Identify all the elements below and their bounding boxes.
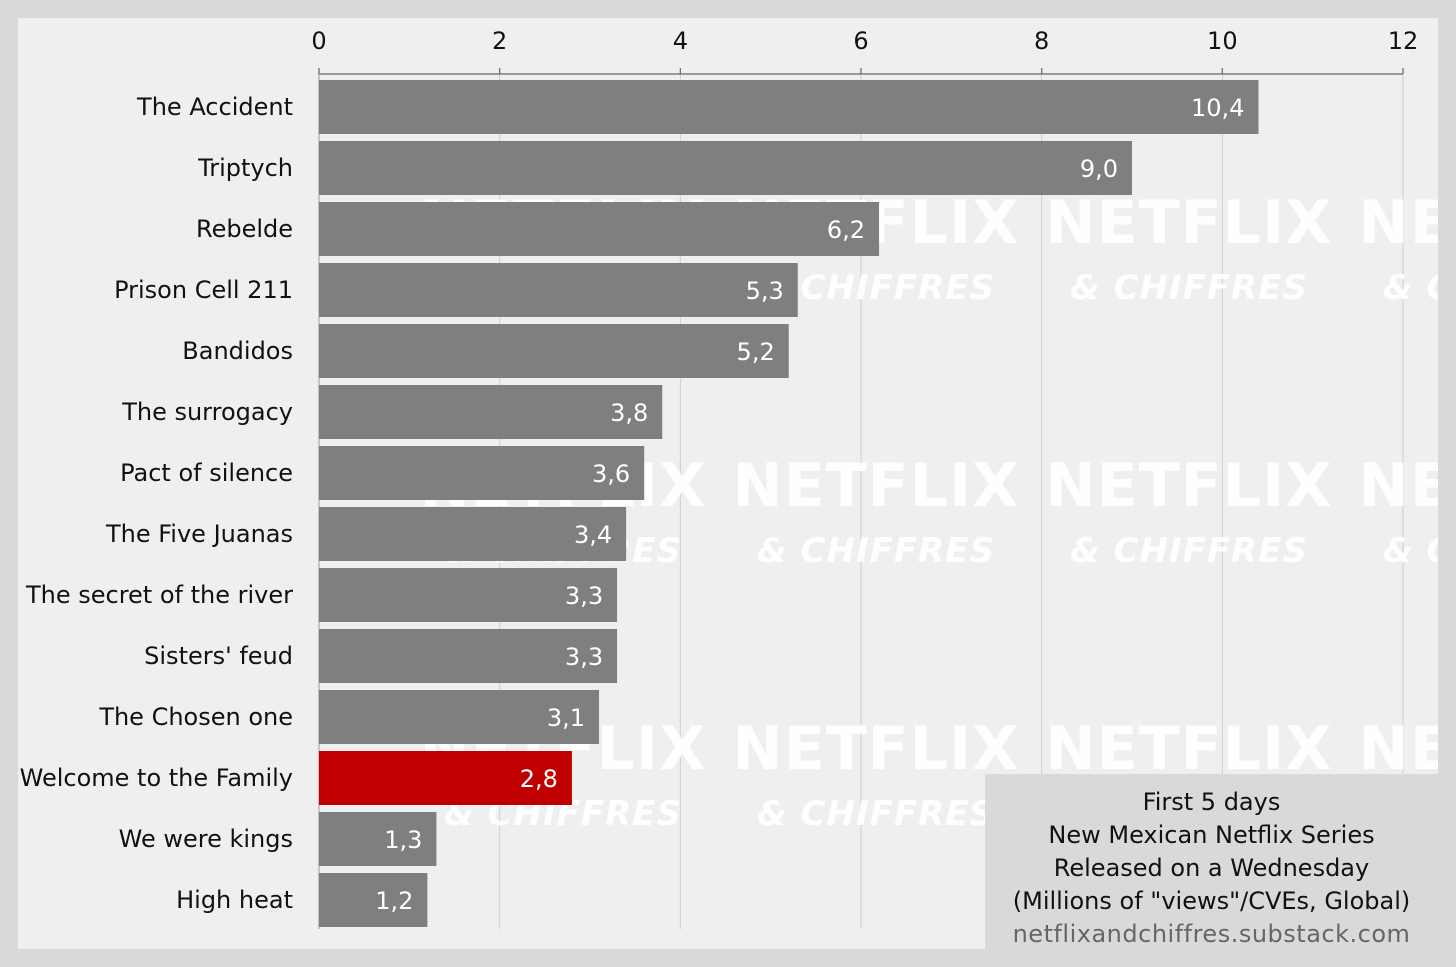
value-label: 1,2 xyxy=(375,887,413,915)
bar xyxy=(319,202,880,256)
bar xyxy=(319,690,600,744)
bar xyxy=(319,812,437,866)
bar xyxy=(319,629,618,683)
caption-line-4: (Millions of "views"/CVEs, Global) xyxy=(1012,887,1411,915)
bar-layer xyxy=(319,80,1259,927)
bar xyxy=(319,263,798,317)
value-label: 3,8 xyxy=(610,399,648,427)
watermark-text: NETFLIX xyxy=(1046,714,1333,784)
source-url: netflixandchiffres.substack.com xyxy=(1012,920,1411,948)
category-label: High heat xyxy=(176,886,293,914)
value-label: 1,3 xyxy=(384,826,422,854)
x-tick-label: 4 xyxy=(673,27,688,55)
bar xyxy=(319,873,428,927)
caption-line-2: New Mexican Netflix Series xyxy=(1048,821,1375,849)
value-label: 3,3 xyxy=(565,582,603,610)
bar-highlight xyxy=(319,751,572,805)
value-label: 5,2 xyxy=(737,338,775,366)
x-tick-label: 12 xyxy=(1388,27,1419,55)
watermark-subtext: & CHIFFRES xyxy=(1383,268,1438,308)
label-layer: 0 2 4 6 8 10 12 The Accident 10,4 Triptych 9,0 Rebe… xyxy=(20,27,1419,915)
value-label: 9,0 xyxy=(1080,155,1118,183)
bar-chart: NETFLIX & CHIFFRES NETFLIX & CHIFFRES NETFLI… xyxy=(20,27,1438,929)
value-label: 3,1 xyxy=(547,704,585,732)
watermark-text: NETFLIX xyxy=(733,714,1020,784)
category-label: Pact of silence xyxy=(120,459,293,487)
caption-line-1: First 5 days xyxy=(1142,788,1281,816)
value-label: 2,8 xyxy=(520,765,558,793)
category-label: We were kings xyxy=(119,825,293,853)
x-tick-label: 6 xyxy=(853,27,868,55)
watermark-subtext: & CHIFFRES xyxy=(1070,531,1308,571)
bar xyxy=(319,324,789,378)
category-label: The Accident xyxy=(136,93,293,121)
x-tick-label: 0 xyxy=(311,27,326,55)
watermark-text: NETFLIX xyxy=(1046,188,1333,258)
watermark-subtext: & CHIFFRES xyxy=(757,794,995,834)
watermark-subtext: & CHIFFRES xyxy=(1070,268,1308,308)
value-label: 3,3 xyxy=(565,643,603,671)
x-tick-label: 2 xyxy=(492,27,507,55)
category-label: Prison Cell 211 xyxy=(114,276,293,304)
bar xyxy=(319,385,663,439)
value-label: 5,3 xyxy=(746,277,784,305)
category-label: The secret of the river xyxy=(25,581,293,609)
bar xyxy=(319,80,1259,134)
bar xyxy=(319,446,645,500)
category-label: The surrogacy xyxy=(121,398,293,426)
bar xyxy=(319,507,627,561)
x-tick-label: 10 xyxy=(1207,27,1238,55)
watermark-text: NETFLIX xyxy=(733,451,1020,521)
value-label: 6,2 xyxy=(827,216,865,244)
category-label: Triptych xyxy=(197,154,293,182)
watermark-text: NETFLIX xyxy=(1046,451,1333,521)
category-label: Bandidos xyxy=(182,337,293,365)
watermark-subtext: & CHIFFRES xyxy=(1383,531,1438,571)
bar xyxy=(319,141,1132,195)
value-label: 3,6 xyxy=(592,460,630,488)
category-label: Rebelde xyxy=(196,215,293,243)
category-label: Sisters' feud xyxy=(144,642,293,670)
watermark-text: NETFLIX xyxy=(1359,188,1438,258)
category-label: The Five Juanas xyxy=(105,520,293,548)
value-label: 10,4 xyxy=(1191,94,1244,122)
watermark-subtext: & CHIFFRES xyxy=(757,531,995,571)
category-label: Welcome to the Family xyxy=(20,764,293,792)
bar xyxy=(319,568,618,622)
chart-frame: NETFLIX & CHIFFRES NETFLIX & CHIFFRES NETFLI… xyxy=(18,18,1438,949)
x-tick-label: 8 xyxy=(1034,27,1049,55)
watermark-text: NETFLIX xyxy=(1359,451,1438,521)
value-label: 3,4 xyxy=(574,521,612,549)
caption-line-3: Released on a Wednesday xyxy=(1053,854,1370,882)
chart-caption-box: First 5 days New Mexican Netflix Series … xyxy=(985,774,1438,949)
category-label: The Chosen one xyxy=(98,703,293,731)
watermark-text: NETFLIX xyxy=(1359,714,1438,784)
